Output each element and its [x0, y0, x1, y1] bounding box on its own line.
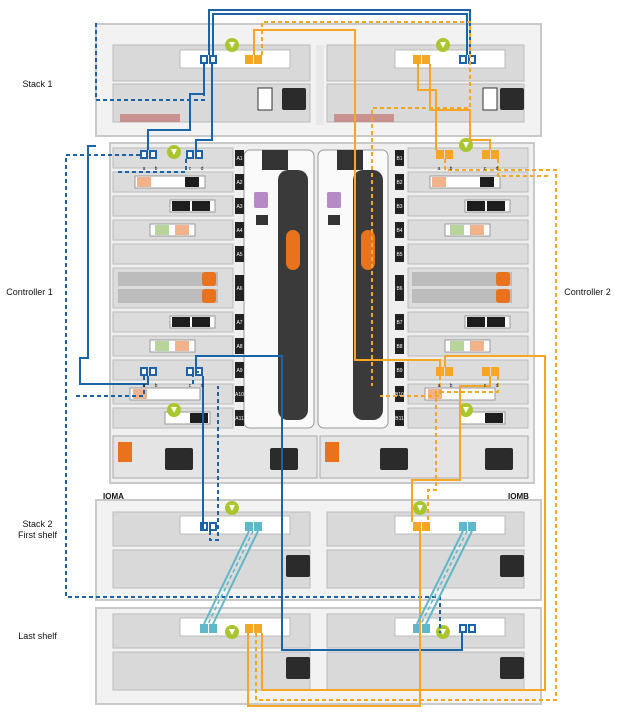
controller1-label: Controller 1 — [6, 287, 53, 297]
slot-label-a: A1 — [236, 156, 242, 162]
stack2-label: Stack 2 First shelf — [0, 519, 85, 541]
port-letter: b — [450, 383, 453, 389]
slot-label-b: B1 — [396, 156, 402, 162]
slot-label-b: B6 — [396, 286, 402, 292]
last-shelf — [95, 607, 542, 705]
slot-label-b: B10 — [395, 392, 404, 398]
slot-label-b: B5 — [396, 252, 402, 258]
port-letter: d — [496, 166, 499, 172]
stack2-label-line2: First shelf — [17, 530, 57, 540]
orange-cables — [247, 29, 546, 707]
stack1-label: Stack 1 — [22, 79, 53, 89]
stack2-label-line1: Stack 2 — [22, 519, 53, 529]
slot-label-b: B11 — [395, 416, 404, 422]
blue-cables — [79, 9, 471, 651]
slot-label-b: B8 — [396, 344, 402, 350]
slot-label-a: A11 — [235, 416, 244, 422]
slot-label-a: A5 — [236, 252, 242, 258]
port-letter: b — [155, 383, 158, 389]
port-letter: d — [496, 383, 499, 389]
ioma-mid-label: IOMA — [103, 492, 124, 501]
slot-label-a: A6 — [236, 286, 242, 292]
slot-label-a: A7 — [236, 320, 242, 326]
controller2-label: Controller 2 — [564, 287, 611, 297]
port-letter: a — [143, 166, 146, 172]
slot-label-b: B4 — [396, 228, 402, 234]
port-letter: a — [438, 166, 441, 172]
slot-label-b: B2 — [396, 180, 402, 186]
port-letter: d — [201, 383, 204, 389]
slot-label-a: A8 — [236, 344, 242, 350]
slot-label-b: B9 — [396, 368, 402, 374]
slot-label-b: B3 — [396, 204, 402, 210]
port-letter: c — [484, 383, 487, 389]
port-letter: b — [155, 166, 158, 172]
slot-label-b: B7 — [396, 320, 402, 326]
blue-dashed-cables — [65, 20, 441, 633]
iomb-mid-label: IOMB — [508, 492, 529, 501]
port-letter: a — [438, 383, 441, 389]
port-letter: b — [450, 166, 453, 172]
stack2-first-shelf — [95, 499, 542, 601]
slot-label-a: A3 — [236, 204, 242, 210]
last-shelf-label: Last shelf — [18, 631, 57, 641]
stack1-shelf — [95, 23, 542, 137]
port-letter: a — [143, 383, 146, 389]
slot-label-a: A4 — [236, 228, 242, 234]
orange-dashed-cables — [255, 21, 557, 701]
slot-label-a: A10 — [235, 392, 244, 398]
slot-label-a: A9 — [236, 368, 242, 374]
port-letter: c — [189, 166, 192, 172]
slot-label-a: A2 — [236, 180, 242, 186]
port-letter: d — [201, 166, 204, 172]
port-letter: c — [189, 383, 192, 389]
teal-cables — [203, 530, 473, 625]
controller-chassis — [109, 138, 535, 484]
port-letter: c — [484, 166, 487, 172]
teal-dashed-cables — [207, 530, 468, 625]
